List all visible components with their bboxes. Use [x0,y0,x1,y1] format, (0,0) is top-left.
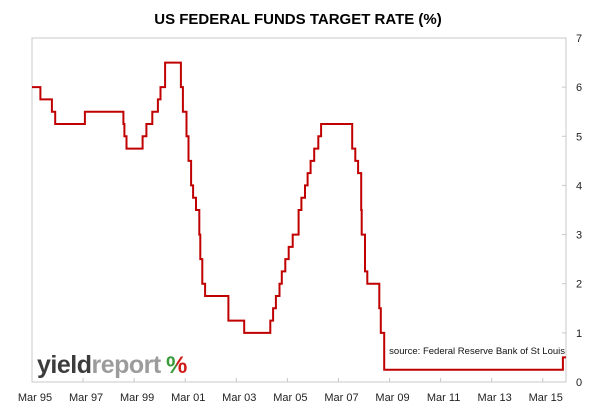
logo-text-report: report [91,351,161,379]
x-tick-label: Mar 09 [375,392,409,404]
x-axis-ticks: Mar 95 Mar 97 Mar 99 Mar 01 Mar 03 Mar 05 Mar … [18,378,563,404]
y-axis-ticks: 0 1 2 3 4 5 6 7 [562,33,582,389]
x-tick-label: Mar 03 [222,392,256,404]
x-tick-label: Mar 99 [120,392,154,404]
y-tick-label: 5 [576,131,582,143]
y-tick-label: 4 [576,180,582,192]
x-tick-label: Mar 05 [273,392,307,404]
x-tick-label: Mar 07 [324,392,358,404]
chart-title: US FEDERAL FUNDS TARGET RATE (%) [154,11,442,28]
x-tick-label: Mar 13 [478,392,512,404]
x-tick-label: Mar 15 [529,392,563,404]
y-tick-label: 7 [576,33,582,45]
y-tick-label: 6 [576,82,582,94]
yieldreport-logo: yieldreport % [37,351,187,379]
x-tick-label: Mar 95 [18,392,52,404]
source-note: source: Federal Reserve Bank of St Louis [389,346,565,357]
y-tick-label: 2 [576,279,582,291]
series-line-fed-funds-rate [32,61,566,371]
y-tick-label: 0 [576,377,582,389]
y-tick-label: 1 [576,328,582,340]
logo-text: yieldreport [37,351,162,379]
logo-percent-icon: % [166,352,187,379]
x-tick-label: Mar 11 [427,392,460,404]
y-tick-label: 3 [576,230,582,242]
x-tick-label: Mar 97 [69,392,103,404]
x-tick-label: Mar 01 [171,392,205,404]
plot-frame [31,37,567,383]
logo-text-yield: yield [37,351,91,379]
